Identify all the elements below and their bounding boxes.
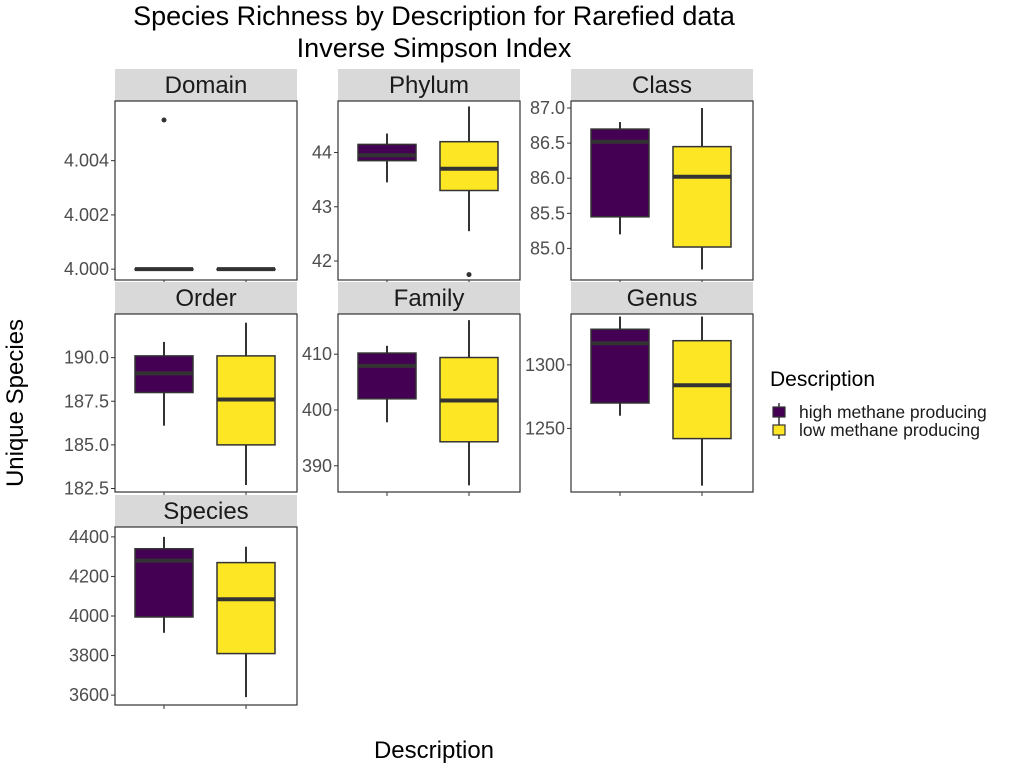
y-tick-label-class: 86.0	[530, 168, 565, 188]
legend-label-low: low methane producing	[799, 420, 980, 440]
panel-border-order	[114, 313, 298, 493]
panel-bg-domain	[115, 101, 297, 280]
x-axis-label: Description	[374, 737, 494, 764]
facet-family: Family 390 400 410	[302, 282, 521, 496]
y-tick-label-domain: 4.004	[64, 151, 109, 171]
legend-title: Description	[770, 368, 875, 391]
facet-phylum: Phylum 42 43 44	[312, 69, 521, 284]
facet-strip-label-species: Species	[163, 498, 248, 525]
outlier-point-domain-high	[161, 117, 167, 123]
chart-title-line1: Species Richness by Description for Rare…	[133, 1, 736, 31]
facet-strip-label-order: Order	[175, 285, 236, 312]
panel-border-phylum	[337, 100, 521, 281]
box-phylum-low	[439, 140, 499, 192]
y-tick-label-species: 4000	[69, 606, 109, 626]
facet-strip-species	[115, 495, 297, 527]
y-tick-label-order: 190.0	[64, 348, 109, 368]
box-phylum-high	[357, 143, 417, 162]
y-tick-label-species: 4400	[69, 527, 109, 547]
y-tick-label-domain: 4.000	[64, 259, 109, 279]
facet-strip-genus	[571, 282, 753, 314]
facet-panels: Domain 4.000 4.002 4.004 Phylum 42 43 44 Class 85…	[64, 69, 754, 709]
box-genus-high	[590, 328, 650, 404]
facet-strip-family	[338, 282, 520, 314]
y-tick-label-order: 182.5	[64, 479, 109, 499]
box-family-high	[357, 352, 417, 400]
panel-border-genus	[570, 313, 754, 493]
facet-strip-label-class: Class	[632, 72, 692, 99]
legend-label-high: high methane producing	[799, 402, 987, 422]
outlier-point-phylum-low	[466, 272, 472, 278]
facet-order: Order 182.5 185.0 187.5 190.0	[64, 282, 298, 499]
chart-title-line2: Inverse Simpson Index	[297, 33, 572, 63]
y-tick-label-species: 4200	[69, 566, 109, 586]
box-species-low	[216, 561, 276, 655]
facet-strip-domain	[115, 69, 297, 101]
facet-species: Species 3600 3800 4000 4200 4400	[69, 495, 298, 709]
facet-class: Class 85.0 85.5 86.0 86.5 87.0	[530, 69, 754, 284]
y-tick-label-family: 390	[302, 456, 332, 476]
y-tick-label-class: 87.0	[530, 98, 565, 118]
box-class-low	[672, 145, 732, 248]
y-tick-label-genus: 1300	[525, 355, 565, 375]
y-tick-label-species: 3600	[69, 685, 109, 705]
y-tick-label-class: 85.5	[530, 203, 565, 223]
panel-border-domain	[114, 100, 298, 281]
facet-strip-order	[115, 282, 297, 314]
facet-strip-phylum	[338, 69, 520, 101]
y-tick-label-genus: 1250	[525, 418, 565, 438]
box-genus-low	[672, 339, 732, 440]
facet-domain: Domain 4.000 4.002 4.004	[64, 69, 298, 284]
facet-strip-label-genus: Genus	[627, 285, 698, 312]
facet-strip-label-domain: Domain	[165, 72, 248, 99]
facet-strip-label-phylum: Phylum	[389, 72, 469, 99]
y-tick-label-phylum: 42	[312, 251, 332, 271]
facet-strip-label-family: Family	[394, 285, 465, 312]
facet-strip-class	[571, 69, 753, 101]
y-tick-label-species: 3800	[69, 646, 109, 666]
y-tick-label-class: 85.0	[530, 238, 565, 258]
y-tick-label-phylum: 43	[312, 197, 332, 217]
panel-border-family	[337, 313, 521, 493]
y-tick-label-order: 187.5	[64, 391, 109, 411]
panel-border-species	[114, 526, 298, 706]
y-tick-label-order: 185.0	[64, 435, 109, 455]
y-tick-label-phylum: 44	[312, 143, 332, 163]
panel-border-class	[570, 100, 754, 281]
facet-genus: Genus 1250 1300	[525, 282, 754, 496]
y-tick-label-class: 86.5	[530, 133, 565, 153]
legend-key-high	[772, 406, 786, 418]
y-tick-label-family: 410	[302, 344, 332, 364]
y-axis-label: Unique Species	[2, 319, 29, 487]
y-tick-label-family: 400	[302, 400, 332, 420]
legend-key-low	[772, 424, 786, 436]
y-tick-label-domain: 4.002	[64, 205, 109, 225]
